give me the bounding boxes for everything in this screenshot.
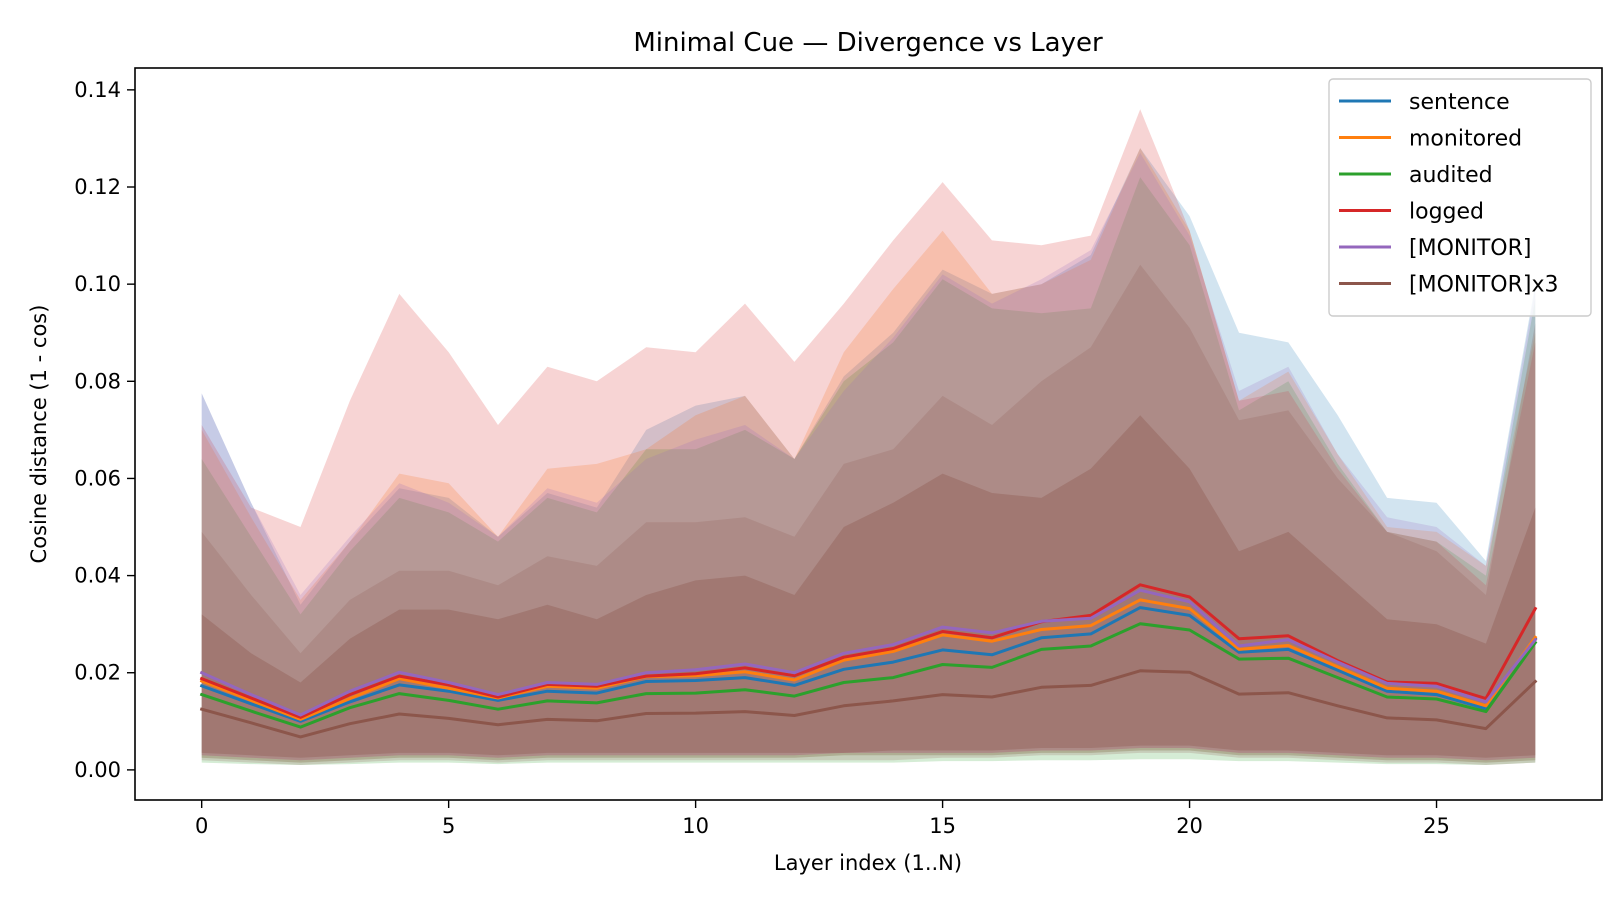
band-series-5 (201, 264, 1536, 765)
x-axis: 0 5 10 15 20 25 (195, 800, 1450, 838)
y-tick-label-1: 0.02 (74, 661, 121, 685)
legend-label-3: logged (1409, 200, 1484, 225)
line-series-1 (199, 598, 1538, 721)
y-axis: 0.00 0.02 0.04 0.06 0.08 0.10 0.12 0.14 (74, 78, 135, 782)
line-series-0 (199, 606, 1538, 723)
legend-label-4: [MONITOR] (1409, 236, 1531, 261)
y-tick-label-3: 0.06 (74, 466, 121, 490)
legend-label-5: [MONITOR]x3 (1409, 273, 1558, 298)
x-tick-label-1: 5 (442, 814, 455, 838)
y-tick-label-0: 0.00 (74, 758, 121, 782)
line-series-3 (199, 583, 1538, 719)
y-tick-label-5: 0.10 (74, 272, 121, 296)
x-tick-label-2: 10 (682, 814, 709, 838)
x-tick-label-0: 0 (195, 814, 208, 838)
x-axis-label: Layer index (1..N) (774, 851, 962, 875)
band-series-3 (201, 109, 1536, 761)
series-lines (199, 583, 1538, 739)
x-tick-label-3: 15 (929, 814, 956, 838)
plot-frame (134, 67, 1603, 801)
legend: sentence monitored audited logged [MONITOR] [… (1328, 78, 1592, 317)
inner-band (201, 415, 1536, 758)
line-series-4 (199, 588, 1538, 717)
legend-label-0: sentence (1409, 90, 1510, 115)
line-series-2 (199, 622, 1538, 729)
x-tick-label-5: 25 (1423, 814, 1450, 838)
x-tick-label-4: 20 (1176, 814, 1203, 838)
legend-label-1: monitored (1409, 127, 1522, 152)
y-tick-label-4: 0.08 (74, 369, 121, 393)
y-tick-label-6: 0.12 (74, 175, 121, 199)
y-tick-label-2: 0.04 (74, 564, 121, 588)
y-tick-label-7: 0.14 (74, 78, 121, 102)
chart-title: Minimal Cue — Divergence vs Layer (633, 28, 1103, 58)
line-series-5 (199, 669, 1538, 739)
y-axis-label: Cosine distance (1 - cos) (27, 305, 51, 564)
legend-box (1328, 78, 1592, 317)
legend-label-2: audited (1409, 163, 1493, 188)
